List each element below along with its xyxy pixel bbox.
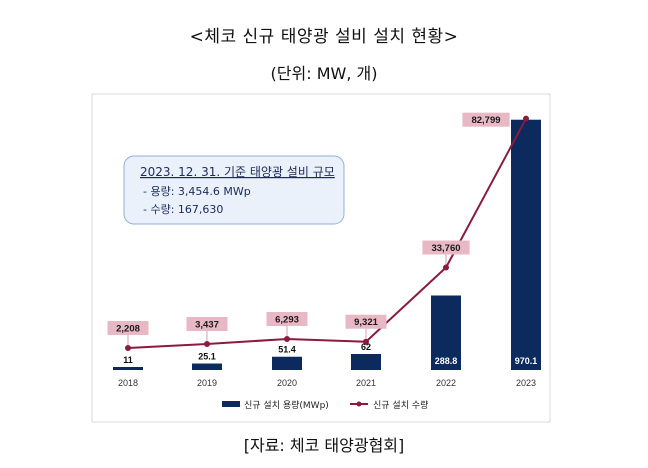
line-point-2020 [284,336,290,342]
bar-2021 [351,354,381,370]
line-label-bg-2021 [345,314,387,329]
x-tick-2023: 2023 [516,378,536,388]
line-label-bg-2022 [422,240,470,255]
bar-2019 [192,363,222,370]
line-label-bg-2023 [462,112,510,127]
line-value-label-2018: 2,208 [116,324,140,335]
line-point-2022 [443,264,449,271]
x-tick-2018: 2018 [118,378,138,388]
legend-bar-swatch [222,401,240,407]
line-value-label-2020: 6,293 [275,315,299,326]
bar-value-label-2023: 970.1 [515,356,538,366]
x-tick-2021: 2021 [356,378,376,388]
bar-value-label-2021: 62 [361,342,371,352]
chart-title: <체코 신규 태양광 설비 설치 현황> [189,27,459,47]
bar-value-label-2019: 25.1 [198,352,216,362]
bar-2020 [272,356,302,370]
info-box-count: - 수량: 167,630 [143,203,223,216]
line-value-label-2022: 33,760 [431,243,460,254]
bar-value-label-2022: 288.8 [435,356,458,366]
line-value-label-2021: 9,321 [354,317,378,328]
bar-2018 [113,367,143,370]
line-point-2021 [363,338,369,345]
info-box-title: 2023. 12. 31. 기준 태양광 설비 규모 [140,165,335,179]
legend: 신규 설치 용량(MWp) 신규 설치 수량 [222,399,428,411]
info-box-capacity: - 용량: 3,454.6 MWp [143,185,251,198]
line-value-label-2019: 3,437 [195,320,219,331]
line-point-2019 [204,341,210,347]
x-tick-2020: 2020 [277,378,297,388]
x-tick-2019: 2019 [197,378,217,388]
line-point-2018 [125,345,131,351]
bar-value-label-2020: 51.4 [278,345,296,355]
legend-bar-label: 신규 설치 용량(MWp) [244,399,329,411]
source-label: [자료: 체코 태양광협회] [243,436,405,455]
bar-2023 [511,119,541,370]
plot-frame [91,93,551,423]
line-label-bg-2018 [107,321,149,335]
unit-label: (단위: MW, 개) [270,64,378,83]
x-tick-2022: 2022 [436,378,456,388]
bar-2022 [431,295,461,370]
info-box: 2023. 12. 31. 기준 태양광 설비 규모 - 용량: 3,454.6… [123,155,345,225]
legend-line-marker [356,401,362,407]
legend-line-label: 신규 설치 수량 [373,399,428,411]
line-point-2023 [523,115,529,122]
info-box-bg [123,155,345,225]
line-label-bg-2019 [186,317,228,331]
line-value-label-2023: 82,799 [471,115,500,126]
bar-value-label-2018: 11 [123,355,133,365]
line-label-bg-2020 [266,312,308,326]
